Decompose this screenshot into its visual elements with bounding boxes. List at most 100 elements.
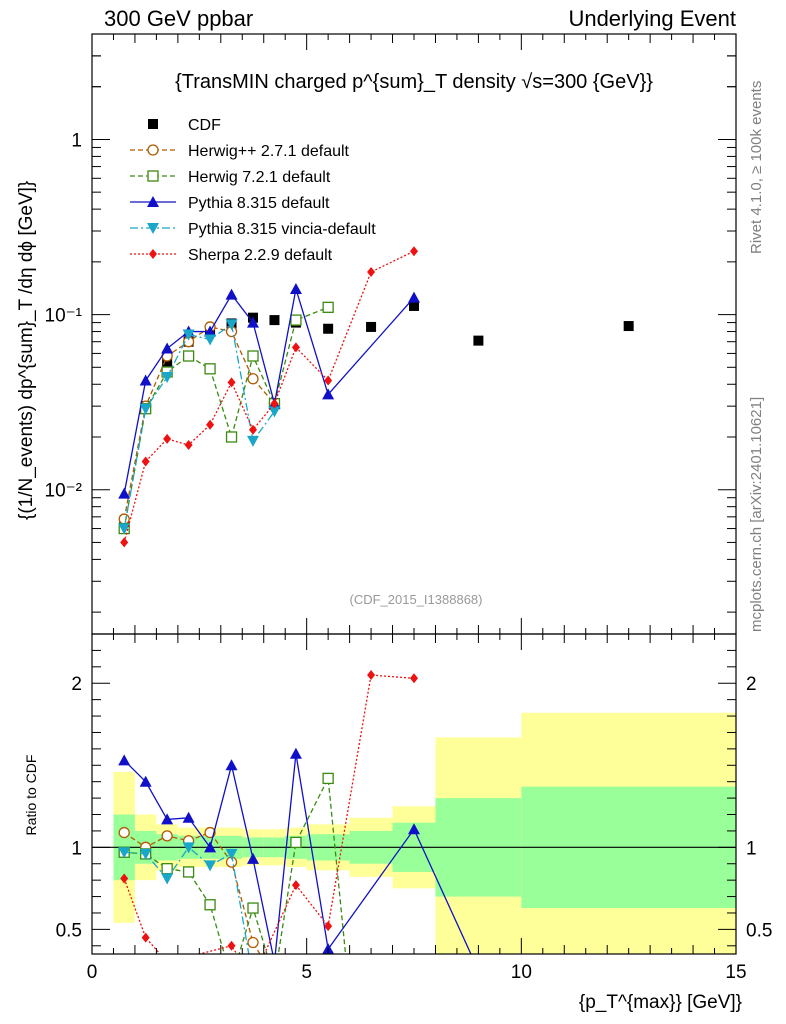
ratio-y-tick-label: 0.5 xyxy=(56,920,82,941)
main-series-line xyxy=(123,306,329,529)
x-axis-label: {p_T^{max}} [GeV]} xyxy=(579,992,742,1013)
ratio-point xyxy=(247,936,259,949)
main-point xyxy=(225,319,238,331)
main-point xyxy=(141,456,150,467)
x-tick-label: 5 xyxy=(301,962,312,983)
main-point xyxy=(247,435,259,447)
x-tick-label: 10 xyxy=(511,962,532,983)
ratio-point xyxy=(268,956,280,967)
main-point xyxy=(227,377,236,388)
main-point xyxy=(182,329,195,341)
main-point xyxy=(161,372,174,384)
ratio-point xyxy=(408,823,420,835)
ratio-point xyxy=(247,852,259,864)
ratio-y-tick-label-right: 2 xyxy=(746,674,757,695)
legend-marker xyxy=(147,170,159,182)
main-point xyxy=(163,433,172,444)
main-point xyxy=(204,363,216,375)
header-right: Underlying Event xyxy=(568,6,736,31)
ratio-point xyxy=(247,974,259,985)
main-point xyxy=(623,321,634,332)
main-point xyxy=(268,406,281,418)
ratio-series-line xyxy=(123,831,261,954)
main-point xyxy=(269,315,280,326)
ratio-point xyxy=(182,811,195,823)
ratio-y-tick-label: 2 xyxy=(71,674,82,695)
ratio-point xyxy=(225,759,238,771)
main-point xyxy=(270,398,279,409)
main-point xyxy=(367,267,376,278)
ratio-point xyxy=(118,826,130,839)
main-point xyxy=(225,431,238,443)
main-point xyxy=(118,487,131,499)
ratio-series xyxy=(118,670,484,1000)
ratio-y-label: Ratio to CDF xyxy=(23,755,39,836)
ratio-point xyxy=(163,957,171,967)
main-point xyxy=(225,288,238,300)
legend-label: Pythia 8.315 vincia-default xyxy=(188,221,376,238)
main-series-line xyxy=(123,250,415,543)
ratio-point xyxy=(118,847,131,859)
legend-marker xyxy=(149,249,157,259)
ratio-point xyxy=(367,670,376,681)
legend-label: CDF xyxy=(188,117,221,134)
main-y-label: {(1/N_events) dp^{sum}_T /dη dϕ [GeV]} xyxy=(16,180,37,520)
ratio-point xyxy=(472,964,484,975)
ratio-series-line xyxy=(123,674,415,954)
ratio-point xyxy=(204,860,217,872)
main-point xyxy=(184,439,193,450)
main-point xyxy=(409,300,419,311)
legend-marker xyxy=(148,119,158,129)
legend-marker xyxy=(147,144,159,156)
header-left: 300 GeV ppbar xyxy=(104,6,254,31)
ratio-point xyxy=(291,880,300,891)
x-tick-label: 15 xyxy=(725,962,746,983)
main-point xyxy=(323,323,334,334)
main-series xyxy=(118,246,634,548)
ratio-y-tick-label: 1 xyxy=(71,838,82,859)
ratio-point xyxy=(269,974,279,984)
ratio-point xyxy=(268,982,280,993)
main-point xyxy=(408,291,420,303)
main-point xyxy=(290,314,302,326)
legend: CDF Herwig++ 2.7.1 default Herwig 7.2.1 de… xyxy=(130,117,376,264)
rivet-label: Rivet 4.1.0, ≥ 100k events xyxy=(748,80,765,254)
ratio-point xyxy=(161,830,173,842)
main-point xyxy=(139,374,152,386)
main-point xyxy=(366,321,377,332)
ratio-point xyxy=(161,873,174,885)
ratio-y-tick-label-right: 1 xyxy=(746,838,757,859)
main-point xyxy=(473,335,484,346)
main-point xyxy=(204,325,217,337)
analysis-watermark: (CDF_2015_I1388868) xyxy=(350,592,483,607)
ratio-point xyxy=(290,836,302,849)
main-point xyxy=(118,523,131,535)
ratio-point xyxy=(227,940,236,951)
ratio-point xyxy=(225,848,238,860)
ratio-point xyxy=(182,842,195,854)
ratio-point xyxy=(161,863,173,875)
main-point xyxy=(182,350,195,362)
ratio-point xyxy=(289,747,302,759)
main-point xyxy=(139,403,152,415)
legend-marker xyxy=(147,223,159,234)
ratio-point xyxy=(139,848,152,860)
main-point xyxy=(322,301,334,313)
ratio-point xyxy=(204,826,216,839)
y-tick-label: 10⁻² xyxy=(45,481,83,502)
ratio-point xyxy=(118,754,131,766)
main-series-line xyxy=(123,326,275,520)
ratio-series-line xyxy=(123,753,472,954)
ratio-point xyxy=(322,772,334,785)
legend-label: Herwig++ 2.7.1 default xyxy=(188,143,350,160)
main-point xyxy=(206,419,215,430)
main-point xyxy=(118,513,130,525)
main-point xyxy=(247,350,259,362)
ratio-point xyxy=(204,899,216,911)
ratio-point xyxy=(247,902,259,914)
main-point xyxy=(410,246,418,257)
ratio-point xyxy=(249,974,257,984)
ratio-point xyxy=(345,990,355,1000)
ratio-point xyxy=(141,932,150,943)
